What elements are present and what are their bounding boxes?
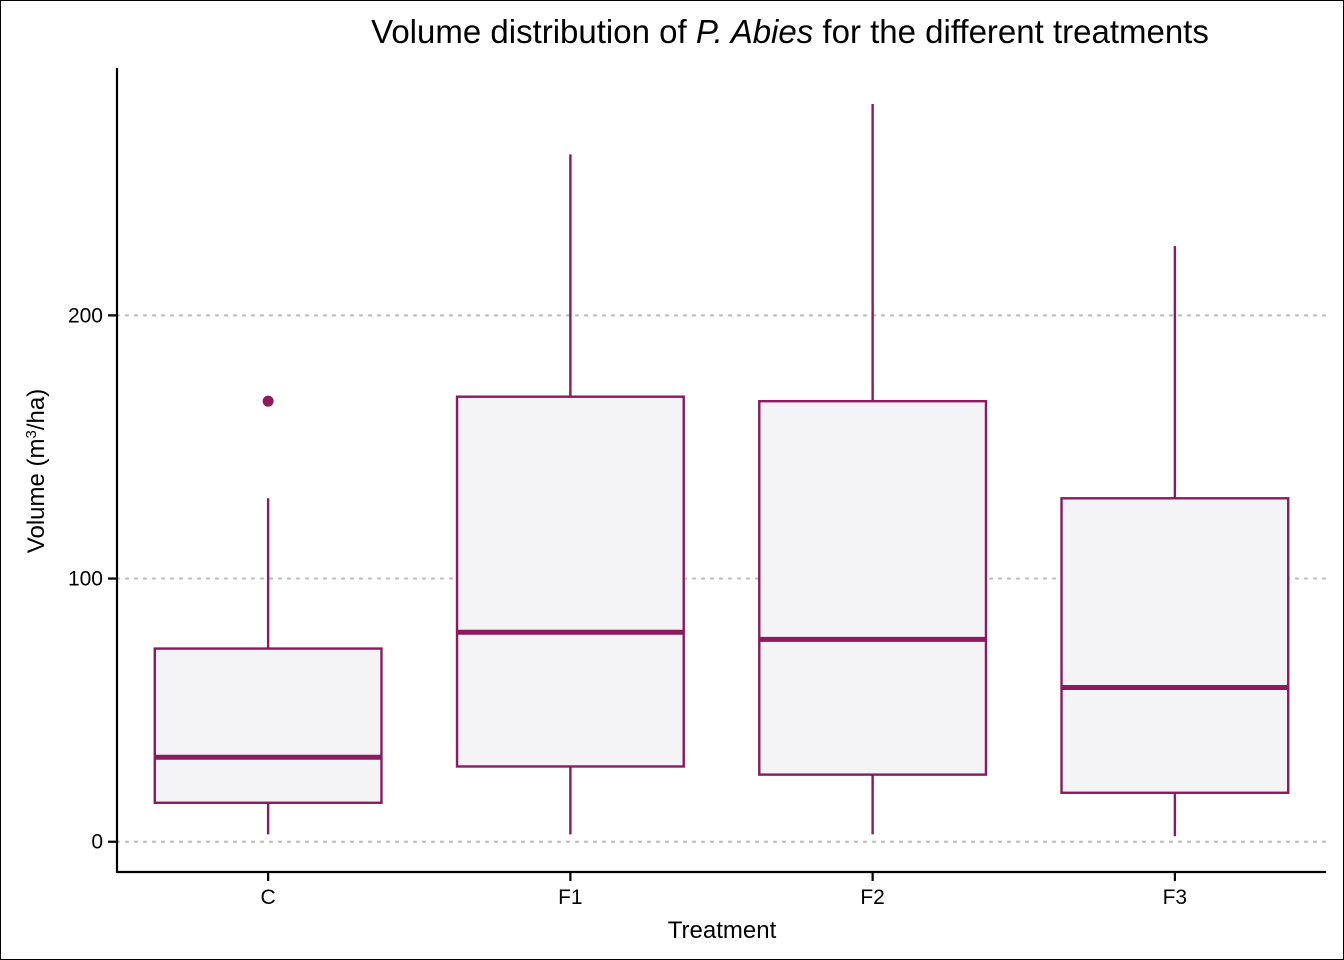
y-tick-label-200: 200 (68, 304, 103, 327)
x-tick-label-F3: F3 (1163, 886, 1188, 909)
x-axis-title: Treatment (668, 917, 777, 944)
y-axis-title-main: Volume (m (23, 439, 50, 554)
iqr-box-C (153, 647, 383, 804)
y-axis-title-unit: /ha) (23, 389, 50, 430)
x-tick-layer: C F1 F2 F3 (261, 872, 1188, 909)
chart-title: Volume distribution of P. Abies for the … (371, 13, 1209, 50)
chart-title-suffix: for the different treatments (813, 13, 1209, 50)
x-tick-label-F2: F2 (860, 886, 885, 909)
y-tick-layer: 0 100 200 (68, 304, 117, 854)
y-axis-title-superscript: 3 (23, 430, 40, 438)
y-axis-title: Volume (m3/ha) (23, 389, 51, 553)
iqr-box-F1 (455, 395, 685, 768)
box-F3 (1060, 246, 1290, 837)
chart-title-prefix: Volume distribution of (371, 13, 696, 50)
y-tick-label-0: 0 (91, 831, 103, 854)
x-tick-label-C: C (261, 886, 276, 909)
box-C (153, 395, 383, 835)
box-F2 (758, 104, 988, 835)
iqr-box-F2 (758, 399, 988, 776)
box-F1 (455, 154, 685, 835)
outlier-point-C-0 (262, 395, 274, 407)
x-tick-label-F1: F1 (558, 886, 583, 909)
chart-title-species: P. Abies (696, 13, 813, 50)
box-layer (153, 104, 1290, 837)
iqr-box-F3 (1060, 497, 1290, 794)
y-tick-label-100: 100 (68, 568, 103, 591)
